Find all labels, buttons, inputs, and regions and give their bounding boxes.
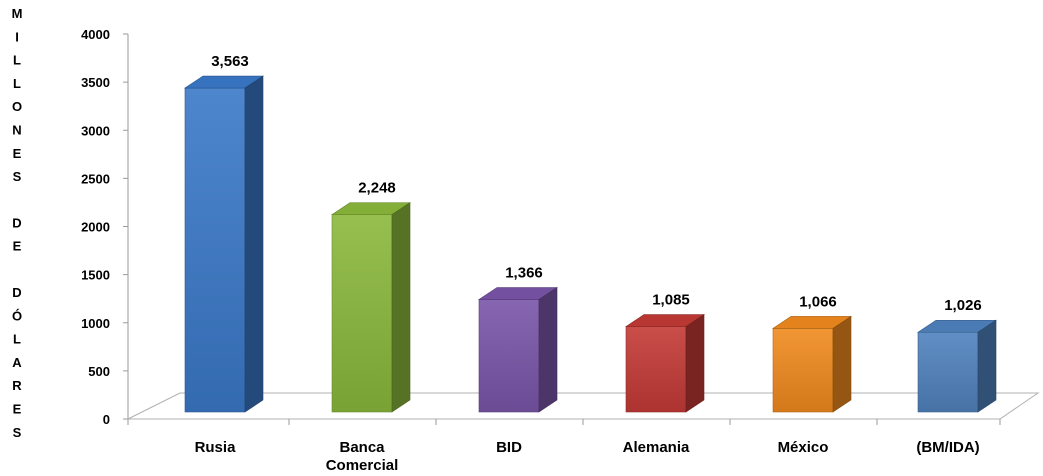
y-tick-label: 2000: [81, 220, 110, 235]
data-label: 1,366: [505, 265, 543, 282]
y-tick-label: 2500: [81, 171, 110, 186]
x-category-label: (BM/IDA): [916, 439, 979, 456]
bar-front: [625, 326, 687, 413]
x-category-label: México: [778, 439, 829, 456]
y-tick-label: 3500: [81, 75, 110, 90]
y-tick-label: 0: [103, 412, 110, 427]
data-label: 3,563: [211, 53, 249, 70]
y-tick-label: 4000: [81, 27, 110, 42]
bar-1: 3,563: [184, 53, 264, 413]
bar-side: [244, 75, 264, 413]
y-tick-label: 3000: [81, 123, 110, 138]
bar-front: [478, 299, 540, 413]
bar-side: [391, 202, 411, 413]
floor-plane: [127, 392, 1040, 420]
bar-6: 1,026: [917, 297, 997, 413]
x-axis-categories: Rusia Banca Comercial BID Alemania México (BM/…: [195, 439, 980, 474]
bar-front: [772, 328, 834, 413]
x-category-label: Alemania: [623, 439, 690, 456]
bar-3: 1,366: [478, 265, 558, 413]
chart-floor: [127, 392, 1040, 425]
bars: 3,563 2,248 1,366 1,085 1,066 1,026: [184, 53, 997, 413]
y-tick-label: 500: [88, 364, 110, 379]
y-tick-label: 1500: [81, 268, 110, 283]
bar-5: 1,066: [772, 293, 852, 413]
bar-side: [832, 315, 852, 413]
bar-side: [977, 319, 997, 413]
bar-side: [538, 286, 558, 413]
x-category-label: Banca Comercial: [326, 439, 399, 474]
data-label: 1,026: [944, 297, 982, 314]
bar-2: 2,248: [331, 180, 411, 413]
data-label: 1,066: [799, 293, 837, 310]
bar-front: [331, 214, 393, 413]
data-label: 2,248: [358, 180, 396, 197]
x-category-label: BID: [496, 439, 522, 456]
bar-side: [685, 314, 705, 413]
x-category-label: Rusia: [195, 439, 237, 456]
data-label: 1,085: [652, 292, 690, 309]
bar-front: [917, 331, 979, 413]
bar-front: [184, 87, 246, 413]
y-tick-label: 1000: [81, 316, 110, 331]
y-axis: 0 500 1000 1500 2000 2500 3000 3500 4000: [81, 27, 129, 427]
bar-4: 1,085: [625, 292, 705, 413]
